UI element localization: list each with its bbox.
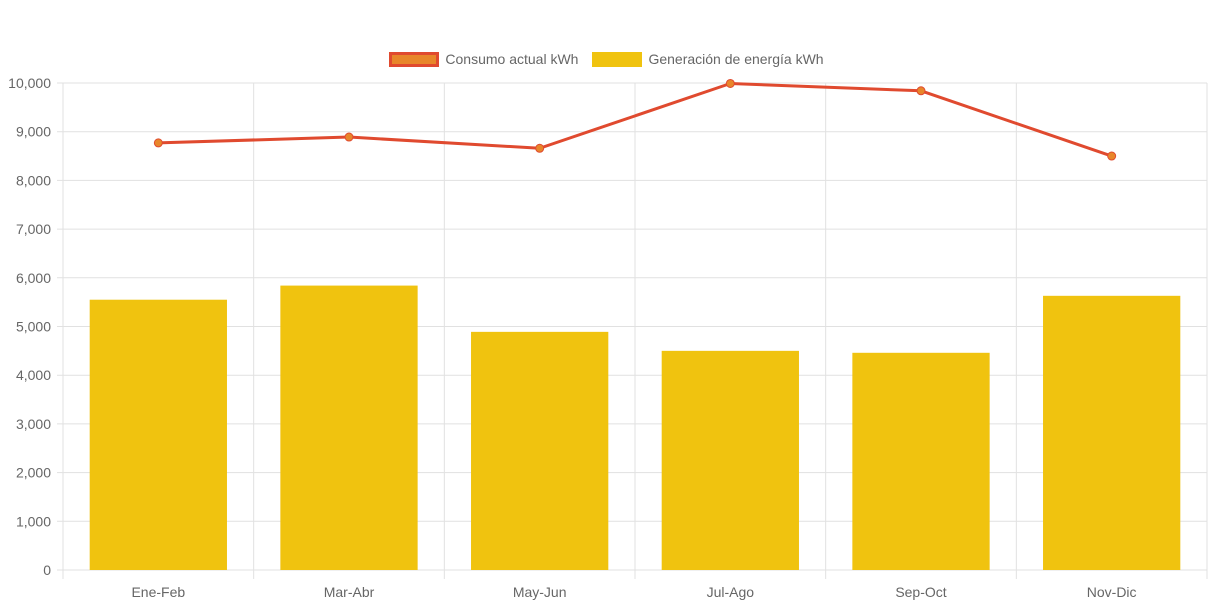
bar-generacion xyxy=(852,352,990,570)
y-tick-label: 5,000 xyxy=(16,319,51,335)
y-tick-label: 8,000 xyxy=(16,172,51,188)
legend: Consumo actual kWh Generación de energía… xyxy=(0,51,1213,67)
x-tick-label: Jul-Ago xyxy=(707,584,755,600)
legend-label-consumo: Consumo actual kWh xyxy=(445,51,579,67)
bar-generacion xyxy=(280,285,418,570)
bar-generacion xyxy=(471,331,609,570)
x-tick-label: Sep-Oct xyxy=(895,584,946,600)
point-consumo xyxy=(153,138,163,148)
point-consumo xyxy=(535,143,545,153)
line-consumo xyxy=(158,81,1113,158)
x-tick-label: May-Jun xyxy=(513,584,567,600)
x-tick-label: Ene-Feb xyxy=(131,584,185,600)
y-tick-label: 3,000 xyxy=(16,416,51,432)
point-consumo xyxy=(916,86,926,96)
point-consumo xyxy=(725,78,735,88)
x-tick-label: Mar-Abr xyxy=(324,584,375,600)
point-consumo xyxy=(344,132,354,142)
y-tick-label: 0 xyxy=(43,562,51,578)
bar-generacion xyxy=(89,299,227,570)
y-tick-label: 2,000 xyxy=(16,465,51,481)
y-tick-label: 10,000 xyxy=(8,75,51,91)
legend-item-generacion[interactable]: Generación de energía kWh xyxy=(592,51,824,67)
y-tick-label: 4,000 xyxy=(16,367,51,383)
y-tick-label: 6,000 xyxy=(16,270,51,286)
legend-swatch-consumo xyxy=(389,51,440,67)
x-tick-label: Nov-Dic xyxy=(1087,584,1137,600)
y-tick-label: 9,000 xyxy=(16,124,51,140)
bar-generacion xyxy=(1043,295,1181,570)
legend-swatch-generacion xyxy=(592,51,643,67)
point-consumo xyxy=(1107,151,1117,161)
bar-generacion xyxy=(661,350,799,570)
y-tick-label: 1,000 xyxy=(16,513,51,529)
legend-label-generacion: Generación de energía kWh xyxy=(648,51,824,67)
legend-item-consumo[interactable]: Consumo actual kWh xyxy=(389,51,578,67)
y-tick-label: 7,000 xyxy=(16,221,51,237)
